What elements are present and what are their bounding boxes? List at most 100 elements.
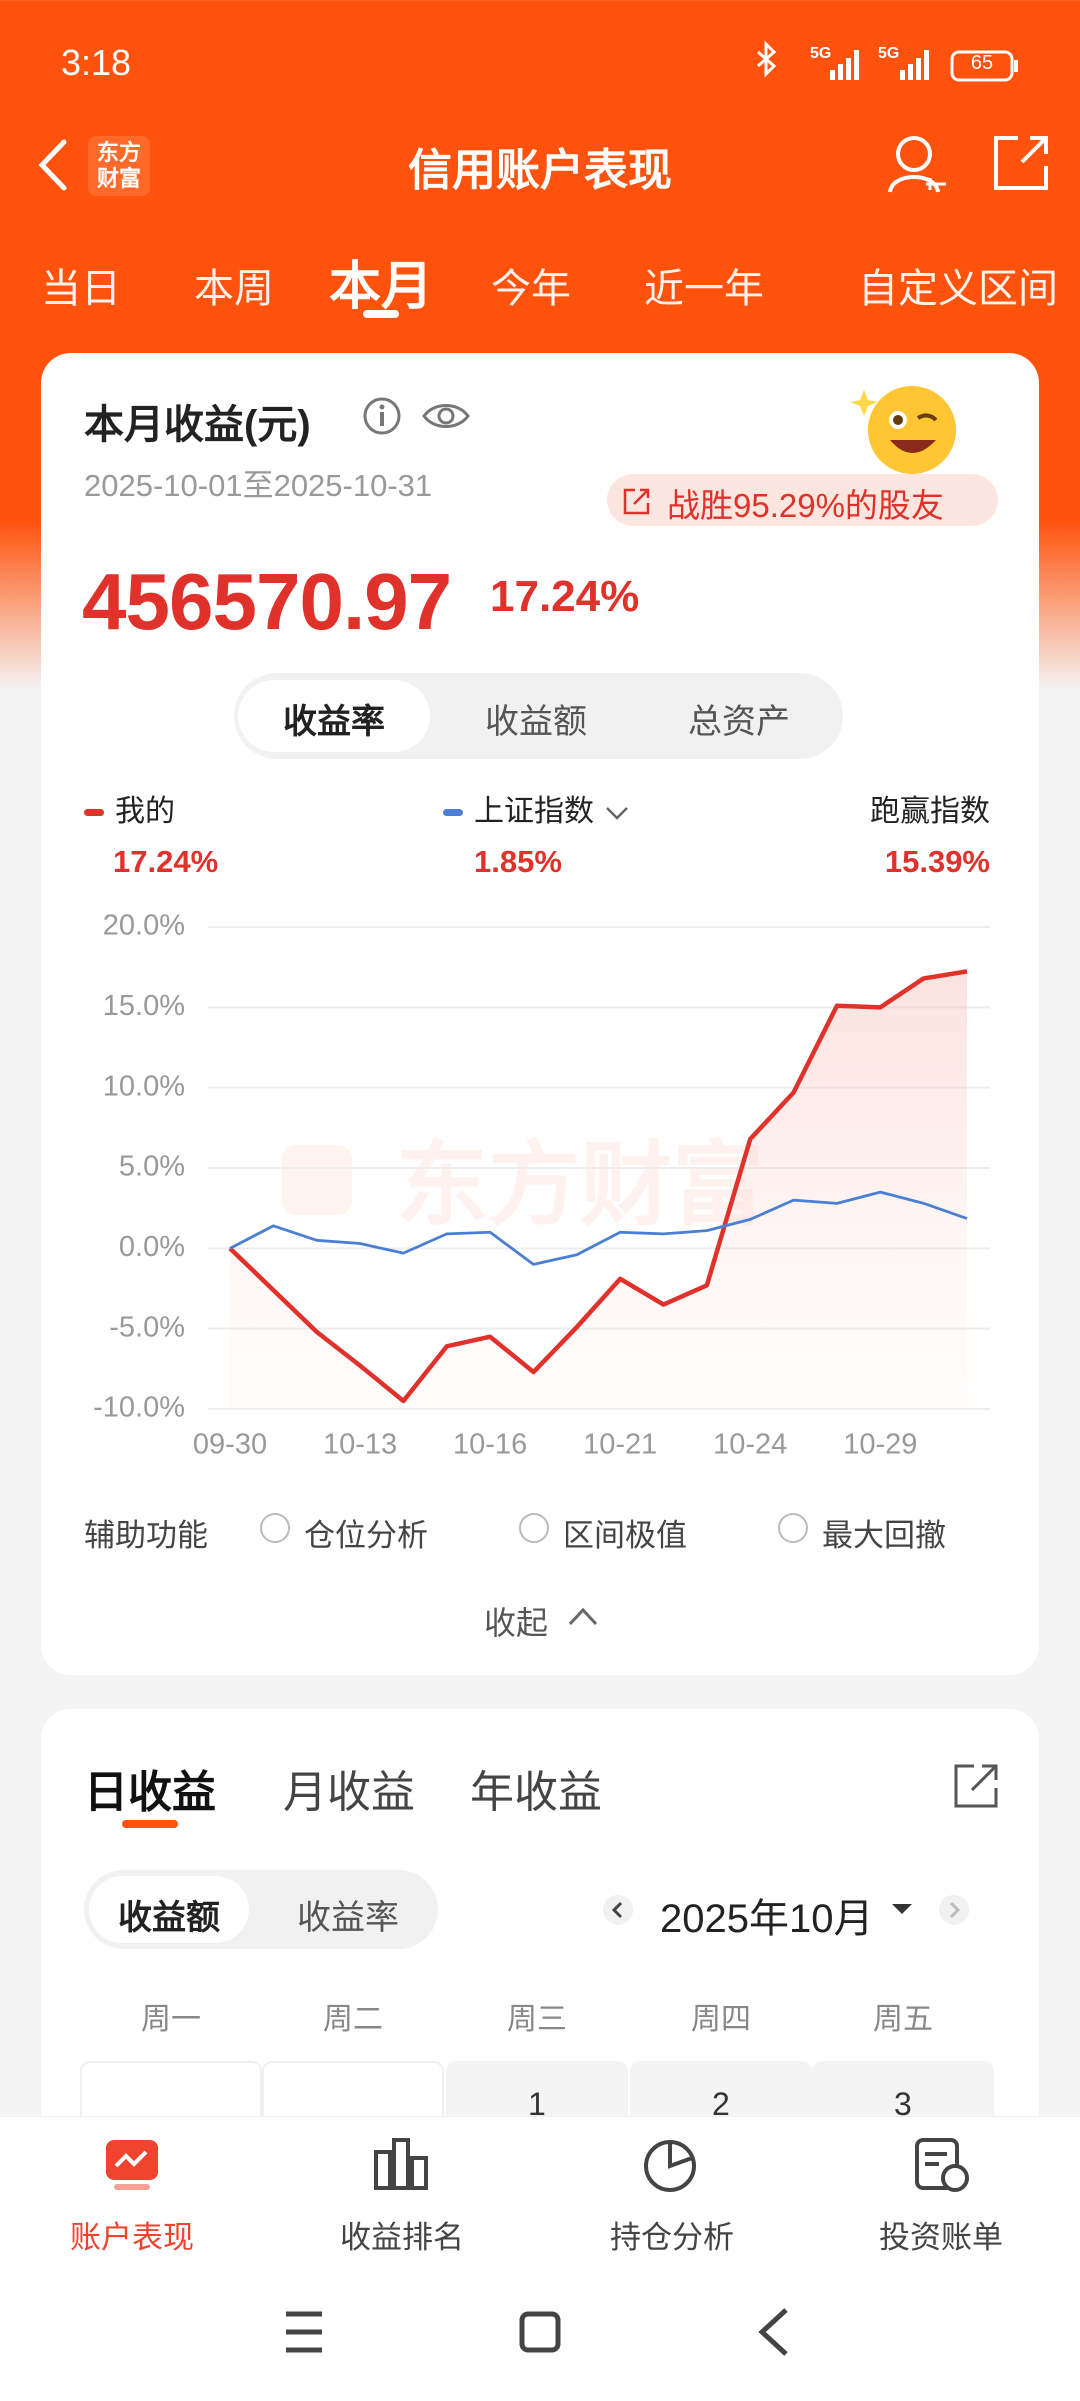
- watermark-logo: [282, 1145, 352, 1215]
- page-title: 信用账户表现: [408, 146, 672, 195]
- weekday: 周三: [507, 2003, 567, 2036]
- legend-name: 上证指数: [474, 795, 594, 828]
- bottom-bar: [0, 2116, 1080, 2401]
- legend-swatch: [84, 809, 104, 816]
- period-tab[interactable]: 自定义区间: [858, 267, 1058, 311]
- svg-text:5G: 5G: [878, 45, 899, 62]
- month-label[interactable]: 2025年10月: [660, 1897, 874, 1941]
- calendar-day: 2: [712, 2086, 730, 2122]
- nav-label[interactable]: 持仓分析: [610, 2220, 734, 2255]
- excess-name: 跑赢指数: [870, 795, 990, 828]
- series-line: [228, 969, 968, 1404]
- summary-title: 本月收益(元): [84, 403, 311, 447]
- x-tick-label: 10-29: [843, 1429, 917, 1461]
- weekday: 周四: [691, 2003, 751, 2036]
- radio[interactable]: [260, 1513, 290, 1543]
- emoji: [850, 386, 956, 474]
- income-metric-tab[interactable]: 收益率: [297, 1899, 399, 1937]
- status-icons: 5G 5G: [757, 40, 1018, 82]
- period-tab[interactable]: 本月: [329, 258, 434, 316]
- nav-label[interactable]: 账户表现: [70, 2220, 194, 2255]
- line-chart: 东方财富 -10.0% -5.0% 0.0% 5.0% 10.0% 15.0% 20.0% 0…: [84, 795, 990, 1461]
- legend-name: 我的: [115, 795, 175, 828]
- tool-option[interactable]: 最大回撤: [822, 1518, 946, 1553]
- x-tick-label: 10-13: [323, 1429, 397, 1461]
- nav-label[interactable]: 投资账单: [879, 2220, 1003, 2255]
- period-underline: [363, 310, 399, 318]
- prev-month[interactable]: [602, 1894, 634, 1926]
- back-button[interactable]: [34, 138, 74, 192]
- income-metric-selected: [89, 1876, 249, 1943]
- radio[interactable]: [519, 1513, 549, 1543]
- weekday: 周一: [141, 2003, 201, 2036]
- nav-icon[interactable]: [909, 2134, 973, 2198]
- metric-tab[interactable]: 收益额: [485, 703, 587, 741]
- system-nav: [286, 2308, 788, 2356]
- income-metric-tab[interactable]: 收益额: [118, 1899, 220, 1937]
- account-button[interactable]: [886, 132, 950, 196]
- collapse-caret: [568, 1607, 598, 1626]
- badge-text: 战胜95.29%的股友: [667, 487, 944, 524]
- area-fill: [230, 971, 967, 1409]
- legend-value: 17.24%: [113, 844, 218, 879]
- legend-swatch: [443, 809, 463, 816]
- metric-tab[interactable]: 收益率: [283, 703, 385, 741]
- y-tick-label: 0.0%: [119, 1231, 185, 1263]
- next-month[interactable]: [938, 1894, 970, 1926]
- calendar-day: 3: [894, 2086, 912, 2122]
- rank-badge[interactable]: [607, 474, 998, 526]
- watermark: 东方财富: [396, 1134, 764, 1236]
- x-tick-label: 10-24: [713, 1429, 787, 1461]
- x-tick-label: 09-30: [193, 1429, 267, 1461]
- legend-dropdown: [606, 807, 628, 820]
- month-dropdown: [892, 1904, 912, 1914]
- summary-icons[interactable]: [362, 396, 472, 436]
- calendar-day: 1: [528, 2086, 546, 2122]
- nav-icon[interactable]: [640, 2134, 704, 2198]
- badge-icon: [623, 488, 650, 515]
- x-tick-label: 10-21: [583, 1429, 657, 1461]
- nav-icon[interactable]: [100, 2134, 164, 2198]
- weekday: 周二: [323, 2003, 383, 2036]
- period-tab[interactable]: 近一年: [644, 267, 764, 311]
- logo-line: 东方: [96, 140, 141, 165]
- share-button[interactable]: [990, 132, 1052, 194]
- y-tick-label: 5.0%: [119, 1151, 185, 1183]
- income-share[interactable]: [952, 1762, 1000, 1810]
- series-line: [229, 1190, 968, 1266]
- income-tab[interactable]: 日收益: [84, 1768, 216, 1817]
- profit-return: 17.24%: [490, 572, 640, 621]
- profit-amount: 456570.97: [82, 557, 452, 646]
- logo-line: 财富: [96, 166, 141, 191]
- y-tick-label: 15.0%: [103, 990, 185, 1022]
- income-tab[interactable]: 月收益: [283, 1768, 415, 1817]
- svg-text:5G: 5G: [810, 45, 831, 62]
- weekday: 周五: [873, 2003, 933, 2036]
- radio[interactable]: [778, 1513, 808, 1543]
- income-underline: [122, 1820, 178, 1828]
- tool-option[interactable]: 区间极值: [563, 1518, 687, 1553]
- status-time: 3:18: [61, 42, 132, 83]
- income-tab[interactable]: 年收益: [470, 1768, 602, 1817]
- y-tick-label: -10.0%: [93, 1392, 185, 1424]
- logo: 东方 财富: [88, 136, 150, 196]
- y-tick-label: 10.0%: [103, 1070, 185, 1102]
- date-range: 2025-10-01至2025-10-31: [84, 468, 433, 503]
- y-tick-label: 20.0%: [103, 910, 185, 942]
- nav-label[interactable]: 收益排名: [340, 2220, 464, 2255]
- legend-value: 1.85%: [474, 844, 562, 879]
- nav-icon[interactable]: [370, 2134, 434, 2198]
- y-tick-label: -5.0%: [109, 1311, 185, 1343]
- period-tab[interactable]: 本周: [194, 267, 274, 311]
- period-tab[interactable]: 当日: [41, 267, 121, 311]
- tool-option[interactable]: 仓位分析: [304, 1518, 428, 1553]
- x-tick-label: 10-16: [453, 1429, 527, 1461]
- period-tab[interactable]: 今年: [491, 267, 571, 311]
- excess-value: 15.39%: [885, 844, 990, 879]
- metric-tab[interactable]: 总资产: [688, 703, 790, 741]
- battery-level: 65: [970, 52, 994, 74]
- collapse-button[interactable]: 收起: [484, 1605, 549, 1641]
- metric-selected: [238, 680, 430, 752]
- tools-label: 辅助功能: [84, 1518, 208, 1553]
